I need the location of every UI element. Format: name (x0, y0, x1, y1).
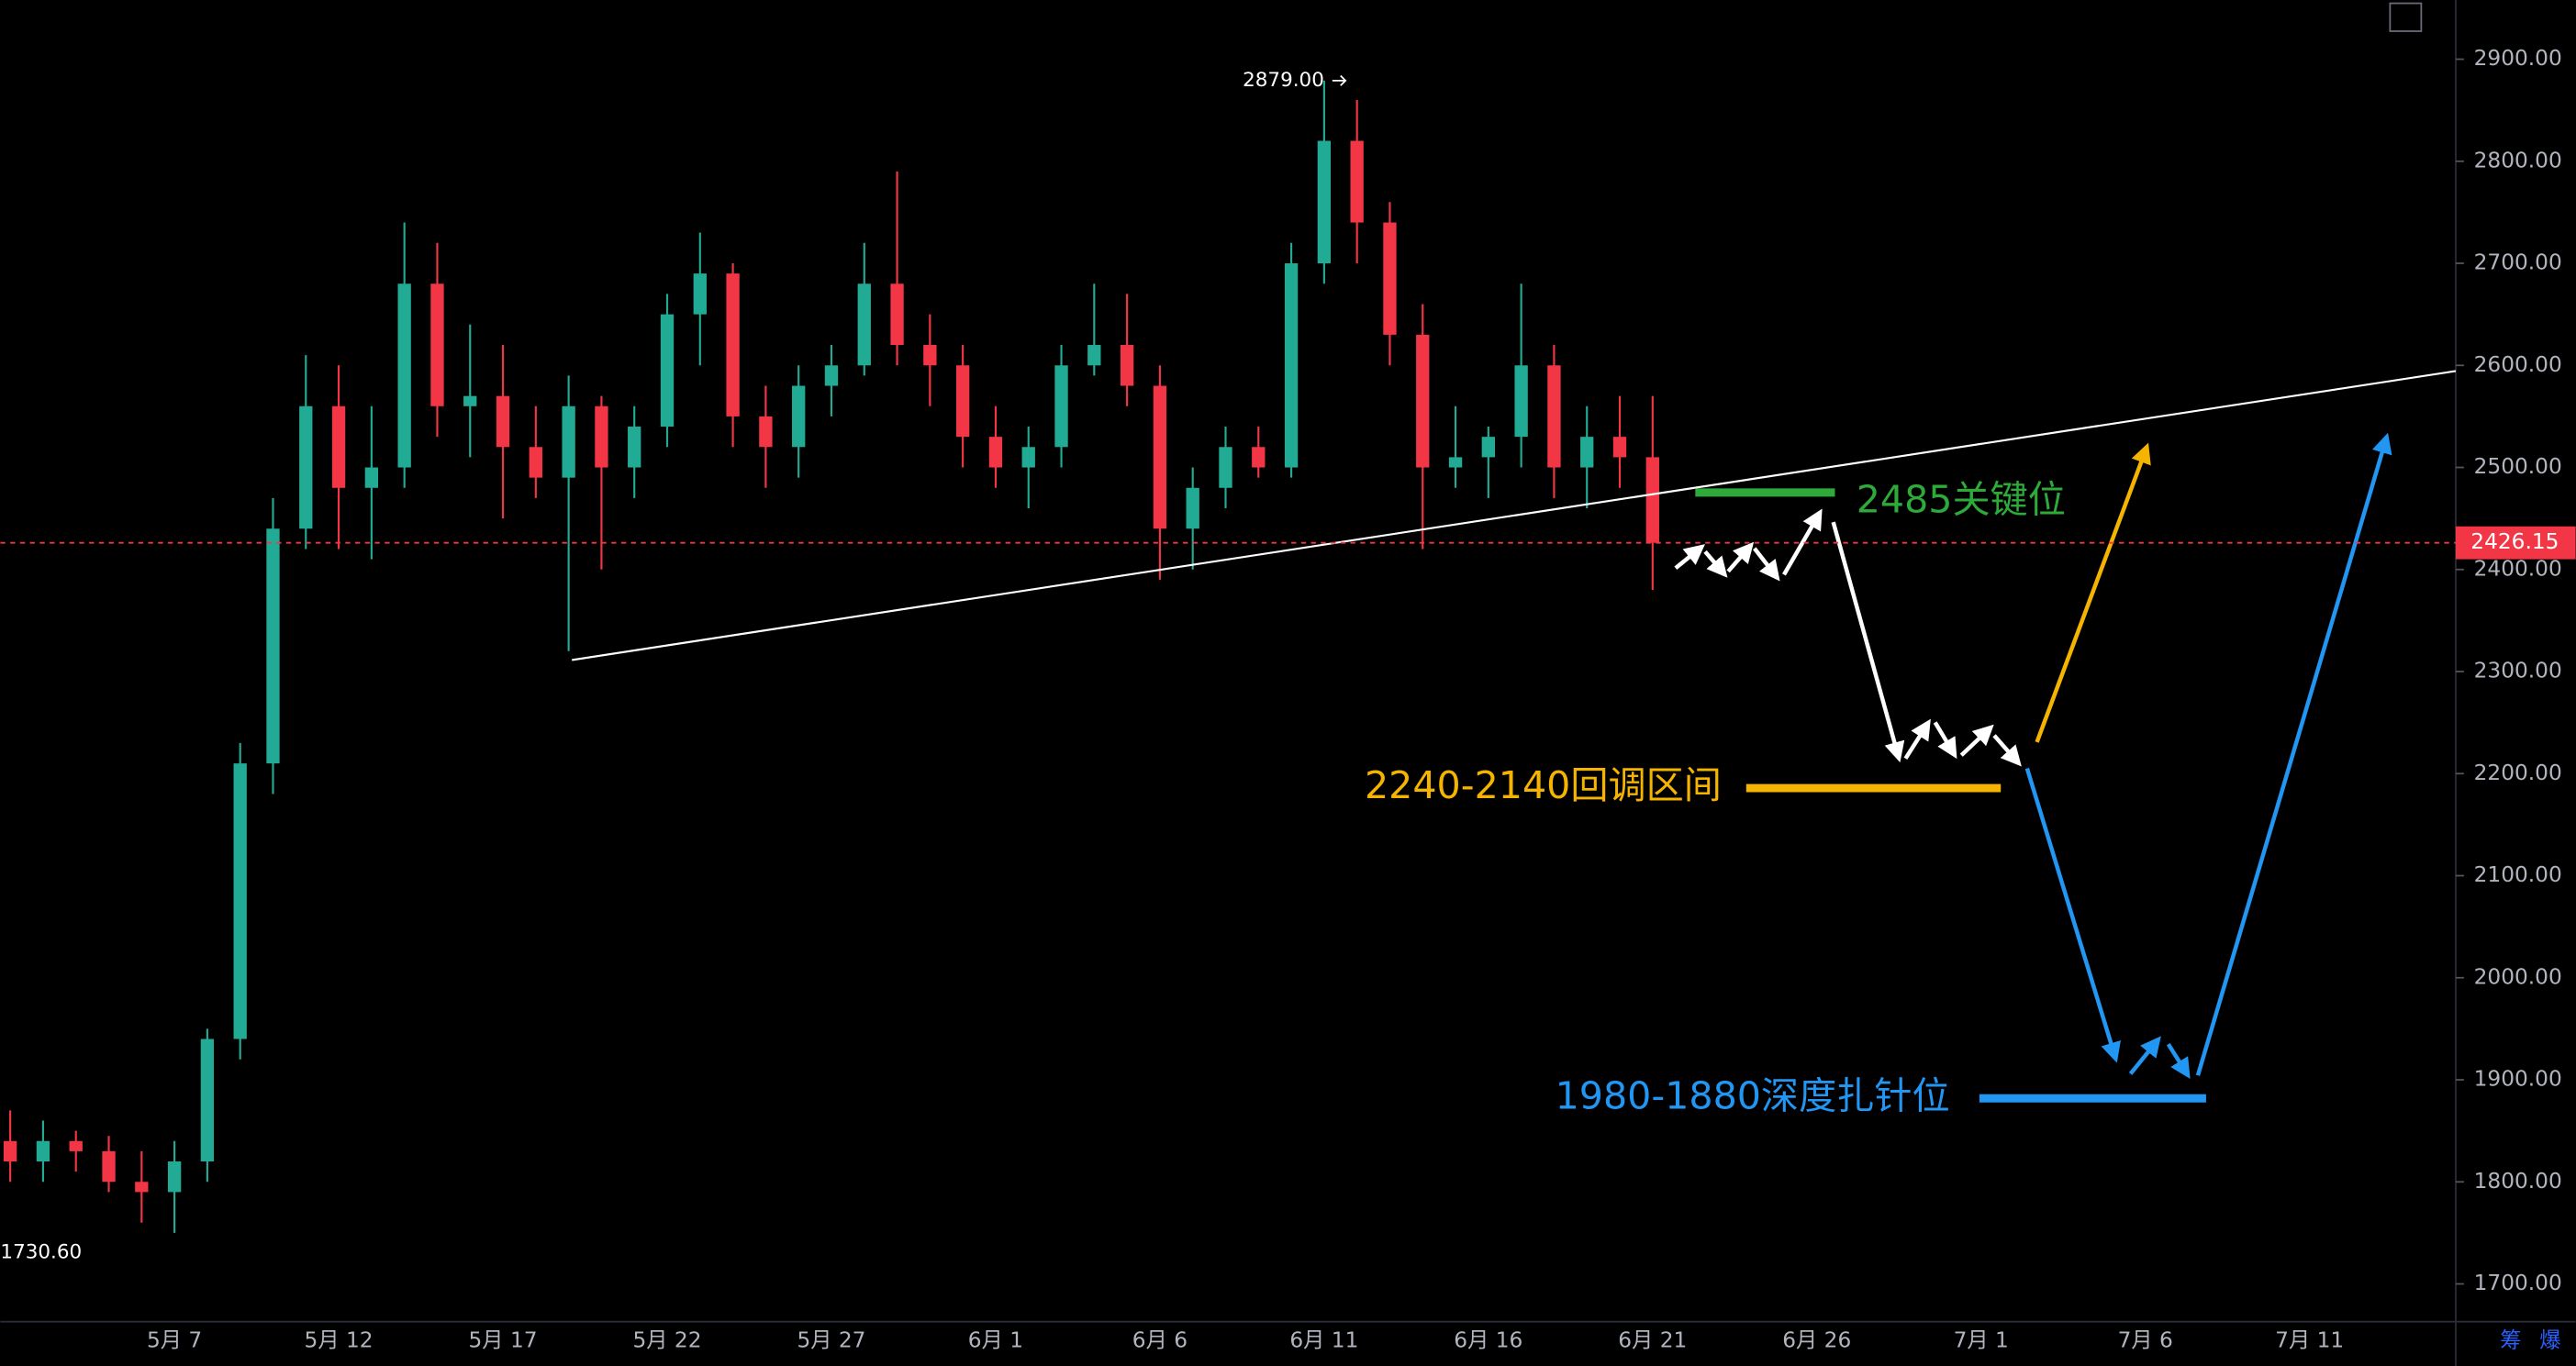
x-tick-label: 6月 21 (1618, 1328, 1687, 1353)
candle-body (792, 385, 806, 448)
candle-body (890, 283, 904, 346)
y-tick-label: 2200.00 (2474, 761, 2562, 785)
x-tick-label: 6月 1 (968, 1328, 1023, 1353)
candles (3, 80, 1659, 1233)
candle-body (36, 1140, 50, 1162)
candle-body (1021, 447, 1035, 468)
candle-body (1645, 457, 1659, 543)
annotation: 2485关键位 (1857, 478, 2066, 522)
candle-body (1383, 222, 1397, 335)
x-tick-label: 6月 26 (1782, 1328, 1851, 1353)
x-tick-label: 7月 11 (2275, 1328, 2344, 1353)
annotation: 1980-1880深度扎针位 (1556, 1073, 1950, 1117)
x-tick-label: 7月 6 (2118, 1328, 2173, 1353)
y-tick-label: 2600.00 (2474, 352, 2562, 377)
y-tick-label: 1900.00 (2474, 1067, 2562, 1092)
y-tick-label: 1700.00 (2474, 1271, 2562, 1295)
candle-body (660, 314, 675, 428)
candle-body (1252, 447, 1266, 468)
low-label: 1730.60 (0, 1240, 82, 1263)
candle-body (1317, 140, 1332, 264)
corner-label[interactable]: 爆 (2539, 1328, 2560, 1353)
candle-body (1416, 334, 1430, 468)
candle-body (1481, 437, 1495, 458)
y-tick-label: 2700.00 (2474, 250, 2562, 275)
candle-body (1547, 365, 1561, 468)
y-tick-label: 2900.00 (2474, 46, 2562, 71)
x-tick-label: 6月 6 (1132, 1328, 1188, 1353)
candle-body (430, 283, 444, 406)
arrows (2024, 432, 2392, 1080)
y-tick-label: 2300.00 (2474, 659, 2562, 683)
candle-body (595, 405, 608, 468)
y-tick-label: 2000.00 (2474, 964, 2562, 989)
candle-body (1612, 437, 1627, 458)
x-tick-label: 5月 27 (797, 1328, 865, 1353)
y-tick-label: 2500.00 (2474, 454, 2562, 479)
candle-body (1580, 437, 1594, 468)
candle-body (102, 1150, 116, 1183)
candle-body (167, 1161, 182, 1193)
candle-body (1350, 140, 1364, 223)
candle-body (1087, 345, 1101, 366)
x-tick-label: 7月 1 (1954, 1328, 2009, 1353)
x-tick-label: 5月 12 (305, 1328, 374, 1353)
corner-label[interactable]: 筹 (2500, 1328, 2521, 1353)
y-tick-label: 2100.00 (2474, 862, 2562, 887)
candle-body (1284, 263, 1299, 468)
candle-body (693, 273, 707, 315)
candle-body (562, 405, 575, 478)
last-price-box (2455, 526, 2576, 560)
layout-button[interactable] (2389, 2, 2423, 32)
candle-body (759, 416, 773, 448)
high-label-arrow (1332, 74, 1347, 86)
arrow (2035, 442, 2151, 743)
candle-body (299, 405, 313, 529)
last-price-label: 2426.15 (2470, 529, 2559, 554)
candle-body (364, 467, 379, 488)
path-arrows (1674, 508, 2022, 767)
candle-body (1514, 365, 1528, 438)
x-tick-label: 5月 17 (469, 1328, 538, 1353)
candle-body (1153, 385, 1167, 529)
candle-body (1054, 365, 1068, 448)
candle-body (266, 528, 280, 764)
y-tick-label: 2400.00 (2474, 556, 2562, 581)
candle-body (135, 1182, 149, 1193)
high-label: 2879.00 (1243, 69, 1324, 92)
candle-body (988, 437, 1003, 468)
candle-body (496, 395, 510, 448)
candle-body (628, 427, 641, 468)
y-tick-label: 1800.00 (2474, 1169, 2562, 1194)
candle-body (857, 283, 871, 366)
candle-body (331, 405, 346, 488)
candle-body (955, 365, 970, 438)
candle-body (1219, 447, 1232, 488)
y-tick-label: 2800.00 (2474, 148, 2562, 172)
candle-body (397, 283, 411, 468)
candle-body (726, 273, 740, 416)
x-tick-label: 6月 11 (1289, 1328, 1358, 1353)
x-tick-label: 5月 22 (632, 1328, 701, 1353)
candle-body (69, 1140, 83, 1151)
trend-line (572, 370, 2457, 661)
candle-body (1120, 345, 1134, 386)
candle-body (923, 345, 937, 366)
x-tick-label: 5月 7 (147, 1328, 202, 1353)
candle-body (463, 395, 477, 406)
candle-body (1186, 487, 1199, 529)
candle-body (1448, 457, 1463, 468)
candle-body (233, 763, 247, 1039)
candle-body (824, 365, 839, 386)
candle-body (3, 1140, 17, 1162)
annotation: 2240-2140回调区间 (1365, 763, 1722, 807)
x-tick-label: 6月 16 (1454, 1328, 1522, 1353)
candle-body (529, 447, 542, 478)
candle-body (200, 1038, 215, 1162)
